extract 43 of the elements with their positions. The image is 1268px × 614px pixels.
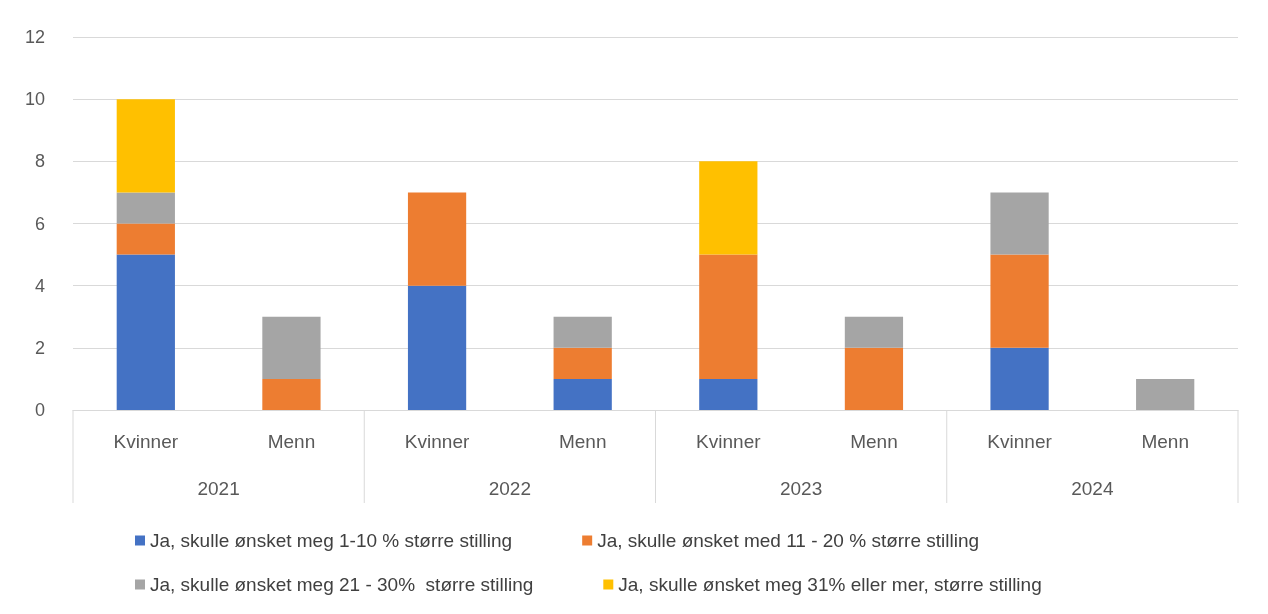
bar [553, 347, 612, 379]
x-tick-label: Menn [850, 431, 898, 452]
bar [116, 99, 175, 193]
bar [407, 192, 467, 286]
bar [990, 347, 1049, 410]
bar [262, 316, 321, 379]
bar [1136, 378, 1195, 410]
legend-label: Ja, skulle ønsket meg 21 - 30% større stilling [150, 574, 534, 595]
bar [553, 378, 612, 410]
text: 2024 [1071, 477, 1114, 499]
x-tick-label: Kvinner [987, 431, 1053, 452]
x-tick-label: Kvinner [113, 431, 179, 452]
text: 2023 [779, 477, 823, 499]
legend-label: Ja, skulle ønsket meg 1-10 % større stilling [150, 530, 513, 551]
x-tick-label: Menn [267, 431, 316, 452]
text: 2022 [488, 477, 532, 499]
bar [844, 316, 904, 348]
y-tick-label: 4 [34, 275, 45, 296]
bar [990, 192, 1049, 255]
legend-label: Ja, skulle ønsket med 11 - 20 % større stilling [597, 530, 980, 551]
bar [116, 192, 175, 224]
y-tick-label: 2 [34, 337, 45, 358]
y-tick-label: 8 [34, 151, 45, 172]
bar [699, 161, 758, 255]
bar [407, 285, 467, 410]
bar [553, 316, 612, 348]
x-tick-label: Kvinner [404, 431, 470, 452]
bar [844, 347, 904, 410]
y-tick-label: 0 [34, 400, 45, 420]
bar [699, 254, 758, 379]
y-tick-label: 6 [34, 213, 45, 234]
y-tick-label: 12 [24, 27, 45, 47]
text: 2021 [197, 477, 240, 499]
x-tick-label: Menn [558, 431, 607, 452]
bar [116, 254, 175, 410]
legend-label: Ja, skulle ønsket meg 31% eller mer, større stilling [618, 574, 1042, 595]
bar [699, 378, 758, 410]
x-tick-label: Menn [1141, 431, 1189, 452]
bar [990, 254, 1049, 348]
bar [116, 223, 175, 255]
y-tick-label: 10 [24, 89, 45, 110]
bar [262, 378, 321, 410]
x-tick-label: Kvinner [696, 431, 762, 452]
